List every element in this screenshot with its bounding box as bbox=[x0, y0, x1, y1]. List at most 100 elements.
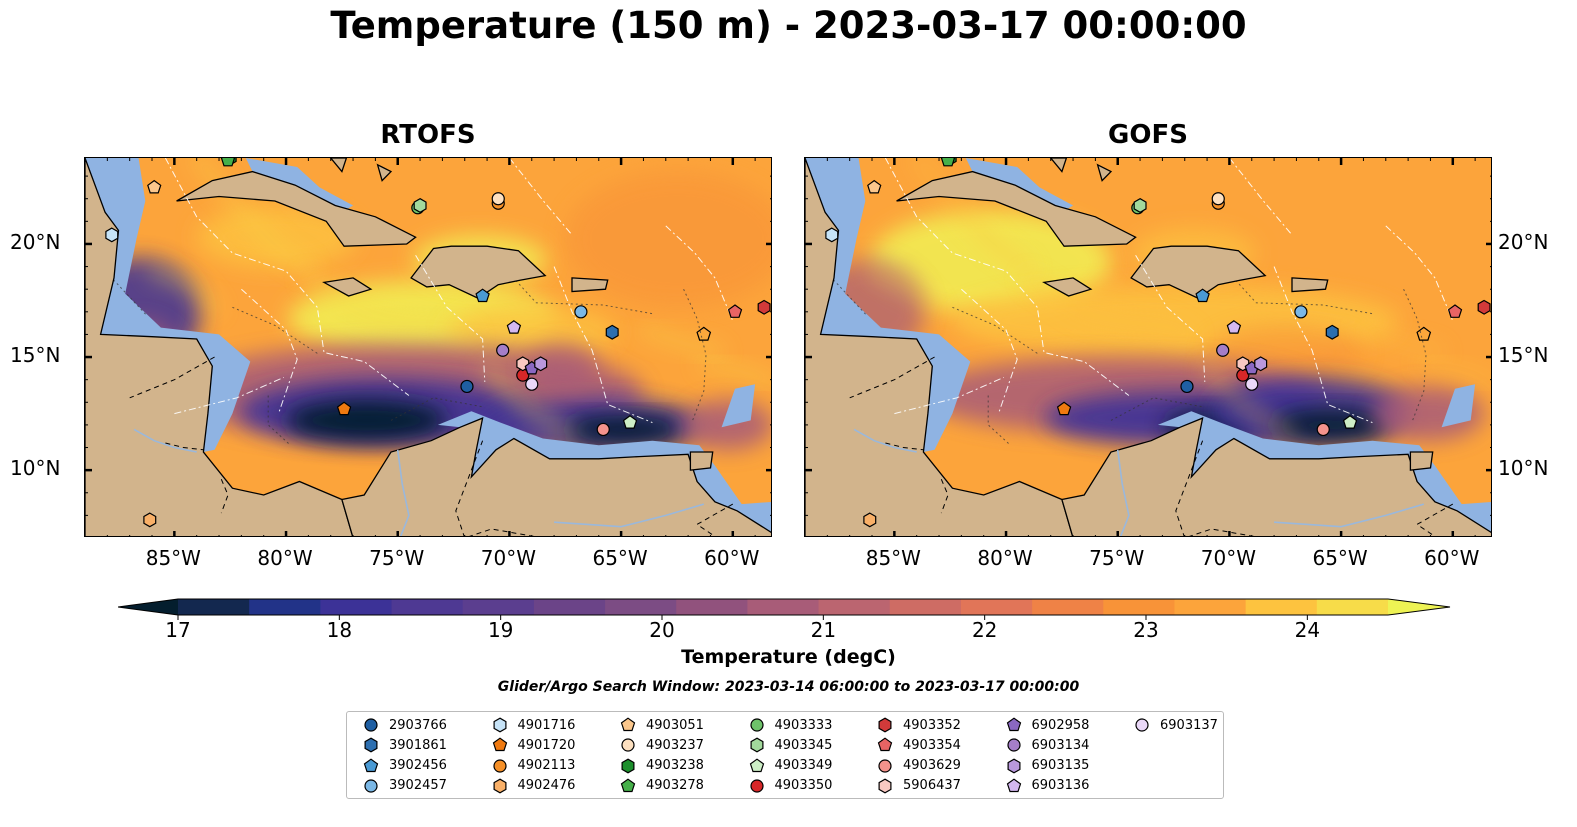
lon-tick-label: 85°W bbox=[145, 546, 201, 570]
land-cuba bbox=[896, 170, 1137, 247]
legend-marker bbox=[620, 717, 636, 732]
legend-label: 4903238 bbox=[646, 758, 704, 774]
legend-label: 6903134 bbox=[1031, 737, 1090, 753]
border-line bbox=[455, 440, 484, 536]
float-marker-3901861 bbox=[605, 324, 619, 340]
legend-item: 4902476 bbox=[492, 776, 575, 796]
legend-item: 4903333 bbox=[749, 715, 833, 735]
float-marker-4903278 bbox=[220, 158, 236, 167]
float-marker-4903349 bbox=[622, 415, 638, 429]
hexagon-icon bbox=[621, 758, 635, 774]
colorbar-segment bbox=[533, 599, 606, 615]
land-bahamas2 bbox=[376, 163, 393, 182]
float-marker-4901716 bbox=[105, 227, 119, 243]
lat-tick-label: 10°N bbox=[1498, 456, 1549, 481]
lat-tick-label: 15°N bbox=[1498, 343, 1549, 368]
lon-tick-label: 60°W bbox=[704, 546, 760, 570]
legend-item: 4903345 bbox=[749, 735, 833, 755]
land-trinidad bbox=[1409, 451, 1434, 471]
circle-icon bbox=[364, 718, 378, 732]
country-borders bbox=[129, 356, 734, 536]
legend-marker bbox=[492, 717, 506, 733]
border-line bbox=[849, 356, 935, 399]
lat-tick-label: 20°N bbox=[1498, 229, 1549, 254]
eez-line bbox=[241, 288, 298, 412]
legend-label: 6902958 bbox=[1031, 717, 1090, 733]
eez-line bbox=[553, 266, 653, 424]
colorbar-tick-label: 20 bbox=[649, 618, 674, 642]
colorbar-tick-label: 24 bbox=[1295, 618, 1320, 642]
float-marker-6903134 bbox=[496, 343, 510, 357]
pentagon-icon bbox=[620, 778, 636, 792]
float-marker-6903137 bbox=[1245, 377, 1259, 391]
float-marker-4901720 bbox=[1056, 401, 1072, 416]
legend-marker bbox=[1006, 738, 1021, 752]
lon-tick-label: 65°W bbox=[592, 546, 648, 570]
hexagon-icon bbox=[364, 737, 378, 753]
rivers bbox=[853, 428, 1425, 536]
contour-line bbox=[390, 397, 483, 421]
pentagon-icon bbox=[363, 758, 379, 772]
legend-item: 3902456 bbox=[363, 756, 447, 776]
river bbox=[396, 449, 410, 536]
legend-marker bbox=[492, 758, 507, 773]
field-anomaly bbox=[565, 415, 682, 443]
front-line bbox=[638, 325, 724, 357]
float-marker-6903134 bbox=[1216, 343, 1230, 357]
legend-marker bbox=[364, 779, 378, 793]
legend-label: 6903137 bbox=[1160, 717, 1218, 733]
float-marker-4903354 bbox=[1447, 304, 1463, 318]
colorbar-segment bbox=[747, 599, 820, 615]
eez-boundaries bbox=[164, 158, 734, 424]
float-marker-4903237 bbox=[491, 192, 505, 206]
legend-marker bbox=[1135, 718, 1149, 732]
legend-item: 4903629 bbox=[877, 756, 961, 776]
legend-marker bbox=[620, 778, 636, 792]
legend-marker bbox=[621, 758, 635, 774]
star-marker bbox=[696, 326, 712, 341]
circle-icon bbox=[1006, 738, 1021, 752]
colorbar-segment bbox=[249, 599, 321, 615]
lon-tick-label: 65°W bbox=[1312, 546, 1368, 570]
legend-item: 4903278 bbox=[620, 776, 704, 796]
legend-marker bbox=[878, 778, 892, 794]
legend-label: 2903766 bbox=[389, 717, 447, 733]
legend-item: 6903136 bbox=[1006, 776, 1089, 796]
float-marker-4903278 bbox=[940, 158, 956, 167]
star-marker bbox=[1416, 326, 1432, 341]
land-bahamas1 bbox=[329, 158, 348, 173]
legend-item: 4903237 bbox=[620, 735, 704, 755]
land-southAmerica bbox=[1061, 417, 1491, 536]
colorbar-segment bbox=[676, 599, 748, 615]
country-borders bbox=[849, 356, 1454, 536]
land-puertoRico bbox=[1291, 277, 1329, 293]
hexagon-icon bbox=[878, 778, 892, 794]
legend-marker bbox=[877, 737, 893, 752]
circle-icon bbox=[878, 758, 892, 773]
float-marker-3902456 bbox=[1195, 288, 1210, 303]
legend-item: 4903238 bbox=[620, 756, 704, 776]
contour-line bbox=[952, 306, 1040, 356]
float-marker-4903352 bbox=[1477, 299, 1491, 315]
legend-label: 4903345 bbox=[774, 737, 833, 753]
colorbar-segment bbox=[1316, 599, 1389, 615]
border-line bbox=[220, 479, 229, 514]
continental-shelf bbox=[437, 411, 771, 533]
legend-item: 4903051 bbox=[620, 715, 704, 735]
map-panel-gofs bbox=[804, 157, 1492, 537]
legend-marker bbox=[878, 717, 892, 733]
lat-tick-label: 15°N bbox=[10, 343, 61, 368]
float-marker-3902456 bbox=[475, 288, 490, 303]
legend-label: 5906437 bbox=[903, 778, 961, 794]
float-marker-3901861 bbox=[1325, 324, 1339, 340]
legend-label: 4903354 bbox=[903, 737, 961, 753]
float-marker-4902476 bbox=[863, 512, 877, 528]
legend-marker bbox=[621, 738, 635, 752]
eez-line bbox=[961, 288, 1018, 412]
legend-label: 4903333 bbox=[774, 717, 833, 733]
river bbox=[853, 428, 917, 453]
continental-shelf bbox=[805, 158, 971, 452]
colorbar-segment bbox=[1245, 599, 1318, 615]
legend-marker bbox=[492, 778, 506, 794]
float-marker-4901720 bbox=[336, 401, 352, 416]
